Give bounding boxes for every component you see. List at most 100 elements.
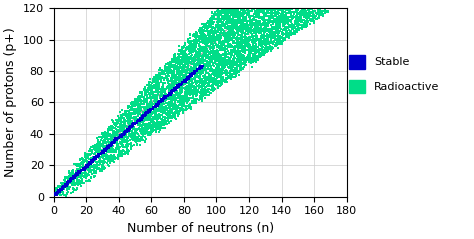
Radioactive: [229, 57, 237, 61]
Radioactive: [246, 21, 254, 25]
Radioactive: [91, 146, 99, 149]
Radioactive: [134, 98, 141, 102]
Radioactive: [116, 149, 124, 153]
Radioactive: [272, 34, 280, 38]
Radioactive: [215, 63, 222, 67]
Radioactive: [208, 76, 215, 80]
Radioactive: [226, 15, 234, 19]
Radioactive: [174, 92, 182, 95]
Radioactive: [254, 12, 261, 16]
Radioactive: [269, 46, 276, 50]
Radioactive: [82, 179, 90, 183]
Radioactive: [184, 87, 192, 91]
Radioactive: [212, 67, 220, 71]
Radioactive: [169, 60, 177, 63]
Radioactive: [208, 22, 216, 25]
Radioactive: [131, 135, 139, 139]
Radioactive: [72, 173, 80, 177]
Radioactive: [212, 49, 219, 53]
Radioactive: [205, 19, 213, 23]
Radioactive: [174, 83, 182, 87]
Radioactive: [166, 60, 174, 64]
Radioactive: [252, 56, 260, 60]
Radioactive: [206, 52, 213, 56]
Radioactive: [81, 155, 88, 159]
Radioactive: [196, 47, 204, 51]
Radioactive: [130, 115, 138, 119]
Radioactive: [285, 36, 293, 40]
Radioactive: [170, 86, 177, 90]
Radioactive: [212, 72, 220, 76]
Radioactive: [97, 169, 104, 173]
Radioactive: [145, 124, 153, 127]
Radioactive: [169, 98, 177, 102]
Radioactive: [190, 69, 197, 73]
Radioactive: [177, 50, 185, 54]
Radioactive: [218, 70, 225, 73]
Radioactive: [139, 120, 147, 124]
Radioactive: [76, 157, 84, 161]
Radioactive: [205, 79, 213, 83]
Radioactive: [231, 8, 239, 12]
Radioactive: [230, 36, 238, 40]
Radioactive: [111, 121, 119, 125]
Radioactive: [109, 147, 117, 151]
Stable: [73, 173, 80, 176]
Radioactive: [255, 13, 263, 17]
Radioactive: [144, 113, 152, 117]
Radioactive: [294, 22, 302, 26]
Radioactive: [167, 89, 175, 93]
Radioactive: [174, 78, 182, 82]
Radioactive: [207, 60, 214, 64]
Radioactive: [216, 27, 224, 31]
Radioactive: [194, 59, 202, 63]
Radioactive: [264, 11, 271, 14]
Radioactive: [210, 29, 217, 33]
Radioactive: [125, 120, 133, 124]
Radioactive: [231, 50, 239, 54]
Radioactive: [189, 59, 196, 63]
Radioactive: [210, 33, 218, 37]
Radioactive: [206, 63, 213, 67]
Radioactive: [151, 114, 159, 117]
Radioactive: [223, 76, 231, 79]
Radioactive: [106, 148, 114, 152]
Radioactive: [104, 159, 112, 163]
Radioactive: [200, 33, 208, 37]
Radioactive: [295, 22, 302, 26]
Radioactive: [176, 85, 183, 89]
Radioactive: [183, 68, 191, 72]
Radioactive: [59, 192, 66, 196]
Radioactive: [203, 67, 210, 71]
Radioactive: [159, 115, 167, 119]
Radioactive: [254, 14, 262, 18]
Radioactive: [143, 107, 150, 110]
Radioactive: [286, 10, 293, 14]
Radioactive: [88, 176, 95, 179]
Radioactive: [146, 126, 153, 130]
Radioactive: [244, 33, 251, 36]
Radioactive: [186, 103, 193, 107]
Radioactive: [128, 135, 136, 139]
Radioactive: [105, 128, 112, 131]
Radioactive: [227, 29, 234, 33]
Radioactive: [202, 55, 210, 59]
Radioactive: [176, 96, 184, 100]
Radioactive: [255, 8, 263, 11]
Radioactive: [207, 23, 214, 27]
Stable: [86, 163, 93, 167]
Radioactive: [166, 110, 174, 114]
Radioactive: [251, 37, 258, 41]
Radioactive: [264, 24, 272, 28]
Radioactive: [272, 11, 279, 15]
Radioactive: [142, 88, 149, 92]
Radioactive: [256, 31, 264, 34]
Radioactive: [159, 123, 167, 127]
Radioactive: [218, 45, 226, 49]
Radioactive: [292, 22, 300, 25]
Radioactive: [164, 95, 171, 99]
Radioactive: [179, 59, 187, 62]
Radioactive: [191, 90, 199, 94]
Radioactive: [207, 88, 215, 92]
Radioactive: [223, 62, 230, 66]
